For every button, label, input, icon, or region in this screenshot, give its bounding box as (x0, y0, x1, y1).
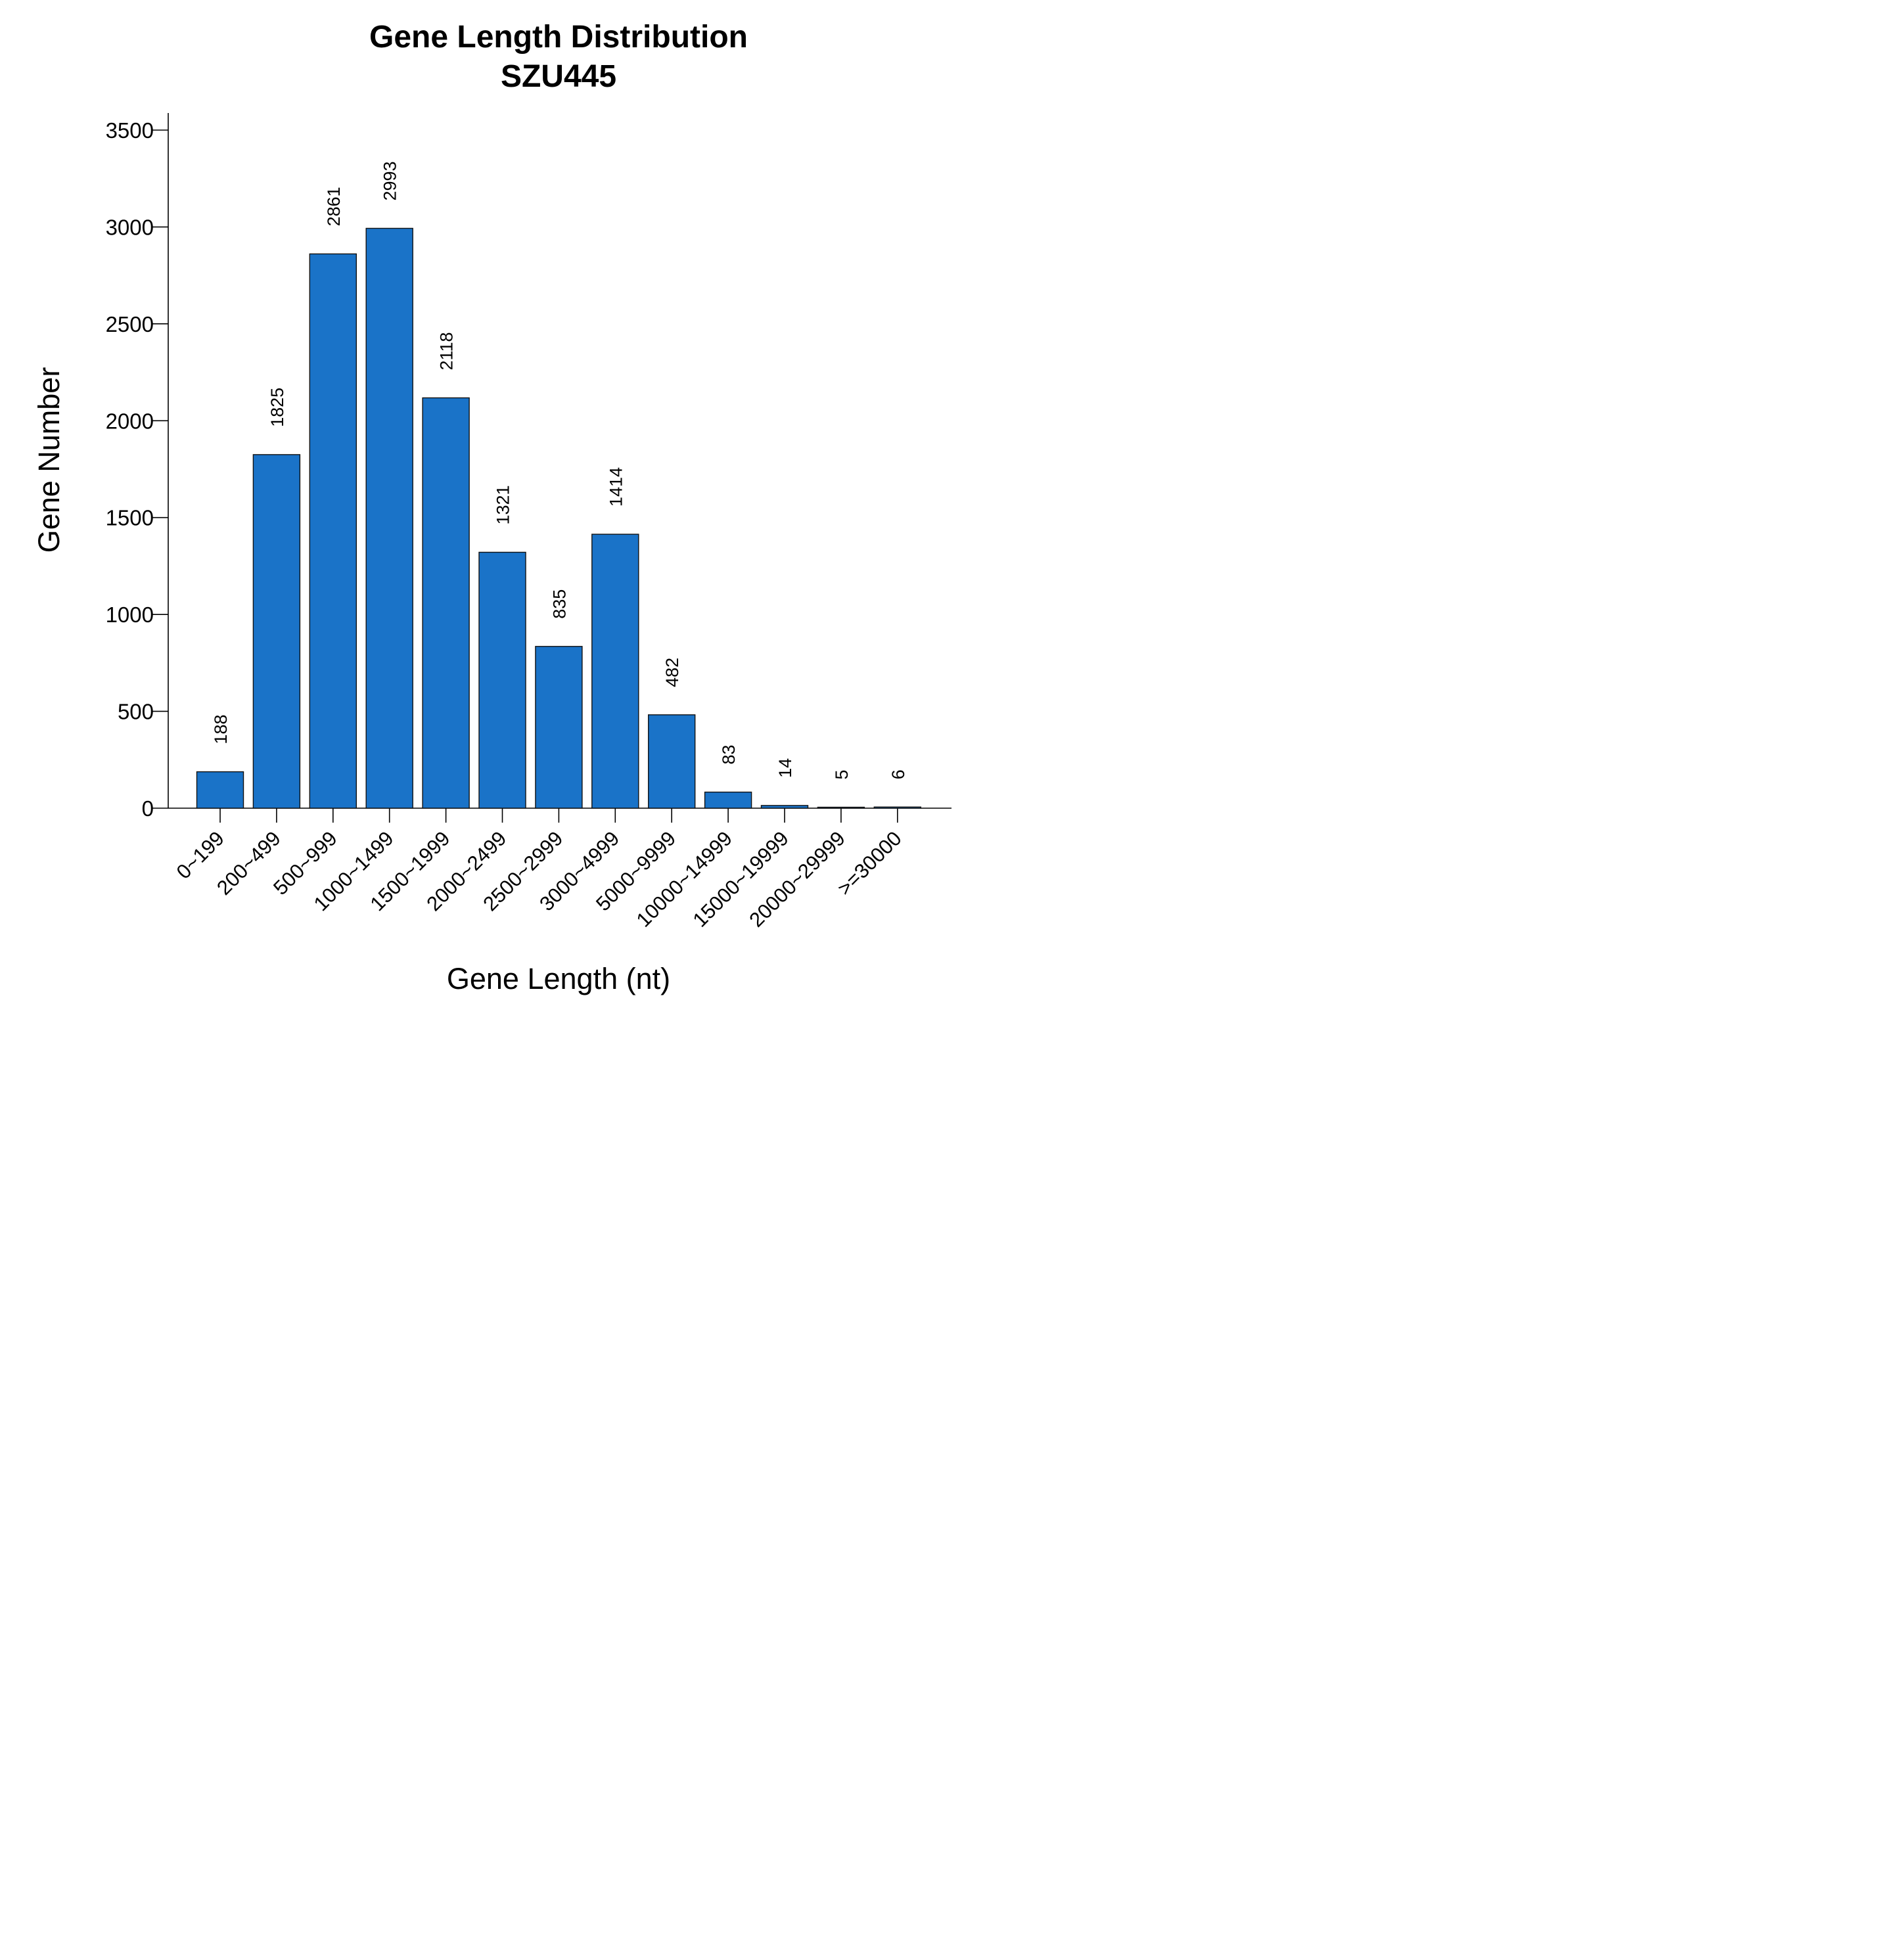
data-label: 5 (832, 769, 852, 779)
bars-group (196, 227, 922, 809)
bar->=30000 (873, 806, 922, 809)
bar-200~499 (252, 454, 301, 809)
bar-1000~1499 (365, 227, 413, 809)
data-label: 2118 (437, 332, 457, 370)
bar-500~999 (309, 253, 357, 809)
data-label: 1321 (493, 485, 513, 524)
data-label: 2993 (380, 161, 400, 200)
y-tick-label: 3000 (106, 215, 154, 239)
data-labels-group: 188 1825 2861 2993 2118 1321 835 1414 482 83 14 5 6 (211, 161, 908, 779)
y-tick-label: 1000 (106, 603, 154, 627)
x-axis: 0~199200~499500~9991000~14991500~1999200… (168, 808, 951, 932)
bar-1500~1999 (422, 397, 470, 809)
y-tick-label: 2000 (106, 409, 154, 433)
data-label: 6 (888, 769, 908, 779)
x-axis-label: Gene Length (nt) (447, 962, 670, 995)
data-label: 482 (662, 658, 682, 687)
y-tick-label: 500 (118, 700, 154, 724)
bar-10000~14999 (704, 791, 752, 809)
data-label: 83 (719, 744, 739, 764)
y-axis: 0 500 1000 1500 2000 2500 3000 3500 (106, 113, 169, 821)
y-tick-label: 3500 (106, 118, 154, 143)
bar-2000~2499 (478, 551, 526, 809)
data-label: 14 (775, 758, 795, 778)
bar-2500~2999 (535, 646, 583, 809)
data-label: 188 (211, 715, 231, 744)
y-tick-label: 2500 (106, 312, 154, 336)
y-tick-label: 0 (142, 796, 154, 821)
data-label: 835 (549, 589, 569, 619)
bar-20000~29999 (817, 806, 865, 809)
y-tick-label: 1500 (106, 506, 154, 530)
chart-title: Gene Length Distribution (369, 20, 748, 55)
bar-15000~19999 (760, 805, 809, 809)
bar-0~199 (196, 771, 244, 809)
data-label: 1825 (267, 388, 287, 427)
y-axis-label: Gene Number (32, 367, 66, 553)
data-label: 1414 (606, 467, 626, 507)
gene-length-bar-chart: Gene Length Distribution SZU445 0 500 1000… (32, 20, 951, 995)
bar-3000~4999 (591, 534, 639, 809)
chart-subtitle: SZU445 (501, 59, 616, 94)
data-label: 2861 (324, 187, 344, 226)
bar-5000~9999 (648, 714, 696, 809)
